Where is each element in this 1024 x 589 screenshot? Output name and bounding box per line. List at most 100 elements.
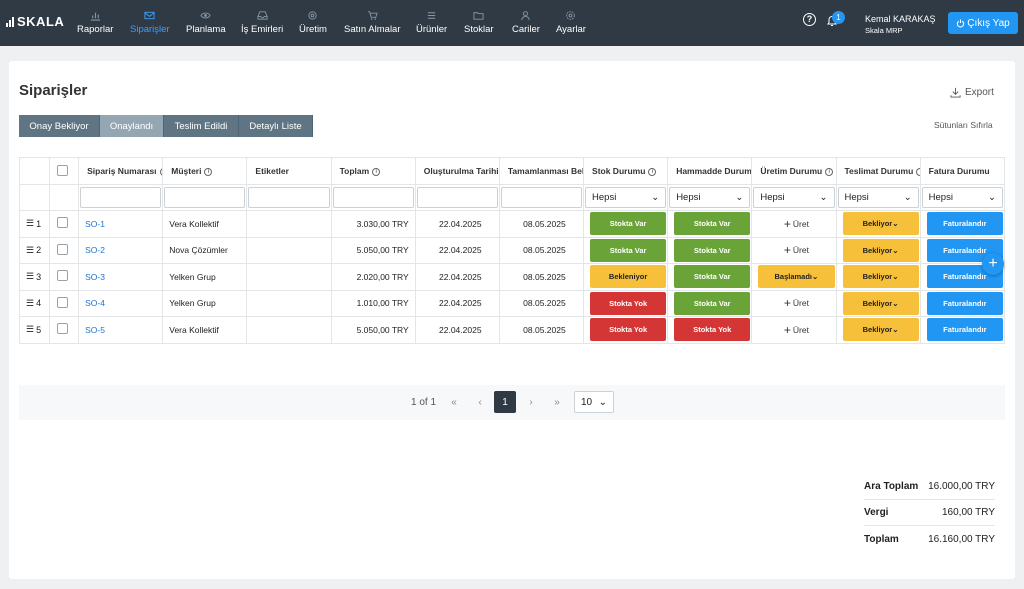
- select-all-header: [49, 157, 80, 185]
- nav-item-uretim[interactable]: Üretim: [299, 10, 327, 35]
- nav-item-cariler[interactable]: Cariler: [512, 10, 540, 35]
- prev-page-button[interactable]: ‹: [478, 396, 482, 408]
- order-link[interactable]: SO-5: [85, 324, 105, 335]
- created-date-cell: 22.04.2025: [414, 263, 500, 291]
- col-hammadde-durum[interactable]: Hammadde Durum: [667, 157, 753, 185]
- filter-total-input[interactable]: [332, 187, 414, 208]
- col-tamamlanmasi[interactable]: Tamamlanması Bek: [498, 157, 585, 185]
- order-link[interactable]: SO-3: [85, 271, 105, 282]
- row-checkbox[interactable]: [57, 296, 69, 308]
- invoice-button[interactable]: Faturalandır: [926, 212, 1003, 236]
- raw-material-status-badge[interactable]: Stokta Yok: [674, 318, 751, 342]
- col-fatura-durumu[interactable]: Fatura Durumu: [919, 157, 1006, 185]
- filter-shipping-select[interactable]: Hepsi ⌄: [837, 187, 919, 208]
- nav-item-planlama[interactable]: Planlama: [186, 10, 226, 35]
- invoice-button[interactable]: Faturalandır: [926, 318, 1003, 342]
- table-row[interactable]: ☰ 3 SO-3 Yelken Grup 2.020,00 TRY 22.04.2…: [18, 263, 1006, 291]
- order-link[interactable]: SO-2: [85, 245, 105, 256]
- row-checkbox[interactable]: [57, 243, 69, 255]
- drag-handle[interactable]: ☰ 3: [26, 271, 49, 282]
- due-date-cell: 08.05.2025: [498, 316, 585, 344]
- page-size-select[interactable]: 10 ⌄: [574, 391, 614, 413]
- nav-label: Cariler: [512, 24, 540, 35]
- tags-cell: [246, 289, 332, 317]
- table-row[interactable]: ☰ 4 SO-4 Yelken Grup 1.010,00 TRY 22.04.2…: [18, 289, 1006, 317]
- shipping-status-badge[interactable]: Bekliyor ⌄: [842, 238, 919, 262]
- first-page-button[interactable]: «: [451, 396, 457, 408]
- row-checkbox[interactable]: [57, 323, 69, 335]
- stock-status-badge[interactable]: Stokta Var: [590, 212, 667, 236]
- drag-handle[interactable]: ☰ 5: [26, 324, 49, 335]
- tab-detayli-liste[interactable]: Detaylı Liste: [239, 115, 313, 137]
- col-etiketler[interactable]: Etiketler: [246, 157, 332, 185]
- app-logo[interactable]: SKALA: [6, 14, 64, 29]
- raw-material-status-badge[interactable]: Stokta Var: [674, 238, 751, 262]
- drag-handle[interactable]: ☰ 1: [26, 218, 49, 229]
- produce-button[interactable]: + Üret: [758, 323, 834, 337]
- current-page-button[interactable]: 1: [494, 391, 516, 413]
- nav-item-urunler[interactable]: Ürünler: [416, 10, 447, 35]
- row-index: 3: [36, 271, 42, 282]
- help-icon[interactable]: ?: [803, 13, 816, 26]
- filter-raw-select[interactable]: Hepsi ⌄: [669, 187, 751, 208]
- col-uretim-durumu[interactable]: Üretim Durumu i: [751, 157, 837, 185]
- filter-order-input[interactable]: [80, 187, 162, 208]
- tab-teslim-edildi[interactable]: Teslim Edildi: [164, 115, 239, 137]
- next-page-button[interactable]: ›: [529, 396, 533, 408]
- nav-item-stoklar[interactable]: Stoklar: [464, 10, 494, 35]
- row-checkbox[interactable]: [57, 270, 69, 282]
- col-toplam[interactable]: Toplam i: [330, 157, 416, 185]
- order-link[interactable]: SO-4: [85, 298, 105, 309]
- nav-item-satin-almalar[interactable]: Satın Almalar: [344, 10, 401, 35]
- filter-stock-select[interactable]: Hepsi ⌄: [585, 187, 667, 208]
- nav-item-siparisler[interactable]: Siparişler: [130, 10, 170, 35]
- nav-item-raporlar[interactable]: Raporlar: [77, 10, 113, 35]
- shipping-status-badge[interactable]: Bekliyor ⌄: [842, 318, 919, 342]
- drag-handle[interactable]: ☰ 2: [26, 245, 49, 256]
- shipping-status-badge[interactable]: Bekliyor ⌄: [842, 212, 919, 236]
- col-musteri[interactable]: Müşteri i: [162, 157, 248, 185]
- raw-material-status-badge[interactable]: Stokta Var: [674, 291, 751, 315]
- stock-status-badge[interactable]: Stokta Yok: [590, 291, 667, 315]
- row-checkbox[interactable]: [57, 217, 69, 229]
- table-row[interactable]: ☰ 1 SO-1 Vera Kollektif 3.030,00 TRY 22.0…: [18, 210, 1006, 238]
- logout-button[interactable]: Çıkış Yap: [948, 12, 1018, 34]
- col-stok-durumu[interactable]: Stok Durumu i: [583, 157, 669, 185]
- raw-material-status-badge[interactable]: Stokta Var: [674, 212, 751, 236]
- filter-customer-input[interactable]: [164, 187, 246, 208]
- nav-item-is-emirleri[interactable]: İş Emirleri: [241, 10, 283, 35]
- shipping-status-badge[interactable]: Bekliyor ⌄: [842, 265, 919, 289]
- export-button[interactable]: Export: [950, 87, 994, 98]
- last-page-button[interactable]: »: [554, 396, 560, 408]
- raw-material-status-badge[interactable]: Stokta Var: [674, 265, 751, 289]
- produce-button[interactable]: + Üret: [758, 243, 834, 257]
- filter-production-select[interactable]: Hepsi ⌄: [753, 187, 835, 208]
- filter-invoice-select[interactable]: Hepsi ⌄: [921, 187, 1003, 208]
- produce-button[interactable]: + Üret: [758, 217, 834, 231]
- stock-status-badge[interactable]: Stokta Var: [590, 238, 667, 262]
- table-row[interactable]: ☰ 2 SO-2 Nova Çözümler 5.050,00 TRY 22.04…: [18, 236, 1006, 264]
- invoice-button[interactable]: Faturalandır: [926, 291, 1003, 315]
- column-label: Etiketler: [255, 166, 289, 176]
- shipping-status-badge[interactable]: Bekliyor ⌄: [842, 291, 919, 315]
- col-olusturulma-tarihi[interactable]: Oluşturulma Tarihi: [414, 157, 500, 185]
- filter-created-input[interactable]: [416, 187, 498, 208]
- tab-onaylandi[interactable]: Onaylandı: [100, 115, 164, 137]
- stock-status-badge[interactable]: Stokta Yok: [590, 318, 667, 342]
- production-status-badge[interactable]: Başlamadı ⌄: [758, 265, 835, 289]
- reset-columns-link[interactable]: Sütunları Sıfırla: [934, 120, 993, 130]
- add-order-button[interactable]: +: [982, 253, 1004, 275]
- produce-button[interactable]: + Üret: [758, 296, 834, 310]
- order-link[interactable]: SO-1: [85, 218, 105, 229]
- filter-tags-input[interactable]: [248, 187, 330, 208]
- drag-handle[interactable]: ☰ 4: [26, 298, 49, 309]
- filter-due-input[interactable]: [500, 187, 583, 208]
- nav-item-ayarlar[interactable]: Ayarlar: [556, 10, 586, 35]
- tab-onay-bekliyor[interactable]: Onay Bekliyor: [19, 115, 100, 137]
- stock-status-badge[interactable]: Bekleniyor: [590, 265, 667, 289]
- logo-bars-icon: [6, 16, 14, 27]
- select-all-checkbox[interactable]: [57, 164, 69, 176]
- col-siparis-numarasi[interactable]: Sipariş Numarasıi: [78, 157, 164, 185]
- table-row[interactable]: ☰ 5 SO-5 Vera Kollektif 5.050,00 TRY 22.0…: [18, 316, 1006, 344]
